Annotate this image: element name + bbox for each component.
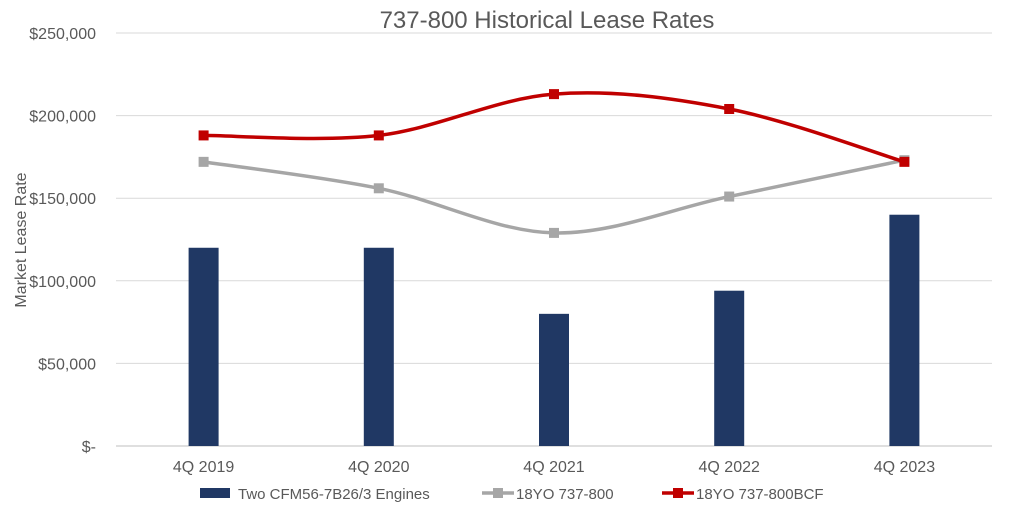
x-tick-label: 4Q 2022 [699, 459, 760, 476]
series-marker [724, 103, 735, 114]
legend-label: 18YO 737-800BCF [696, 486, 824, 503]
bar [714, 290, 745, 446]
series-marker [373, 183, 384, 194]
bar [188, 247, 219, 446]
y-tick-label: $100,000 [29, 274, 96, 291]
legend-label: Two CFM56-7B26/3 Engines [238, 486, 430, 503]
lines [198, 89, 910, 238]
y-tick-label: $250,000 [29, 26, 96, 43]
x-tick-label: 4Q 2021 [523, 459, 584, 476]
series-marker [549, 89, 559, 100]
y-tick-label: $200,000 [29, 109, 96, 126]
series-marker [549, 227, 559, 238]
legend-label: 18YO 737-800 [516, 486, 614, 503]
y-tick-label: $- [82, 439, 96, 456]
legend-swatch [200, 488, 230, 498]
x-tick-label: 4Q 2019 [173, 459, 234, 476]
bar [539, 313, 569, 446]
legend-marker [493, 488, 503, 498]
x-tick-label: 4Q 2023 [874, 459, 935, 476]
series-marker [198, 156, 209, 167]
legend: Two CFM56-7B26/3 Engines 18YO 737-800 18YO… [200, 486, 824, 503]
bar [889, 214, 920, 446]
y-tick-label: $150,000 [29, 191, 96, 208]
series-line [203, 91, 905, 164]
y-axis-label: Market Lease Rate [13, 172, 30, 307]
series-line [203, 158, 905, 235]
x-tick-labels: 4Q 2019 4Q 2020 4Q 2021 4Q 2022 4Q 2023 [173, 459, 935, 476]
legend-marker [673, 488, 683, 498]
series-marker [198, 130, 209, 141]
x-tick-label: 4Q 2020 [348, 459, 409, 476]
y-tick-label: $50,000 [38, 356, 96, 373]
chart-title: 737-800 Historical Lease Rates [380, 7, 715, 34]
gridlines [116, 32, 992, 447]
bar [363, 247, 394, 446]
series-marker [373, 130, 384, 141]
y-tick-labels: $- $50,000 $100,000 $150,000 $200,000 $250,00… [29, 26, 96, 456]
series-marker [899, 156, 910, 167]
series-marker [724, 191, 735, 202]
bars [188, 214, 920, 446]
